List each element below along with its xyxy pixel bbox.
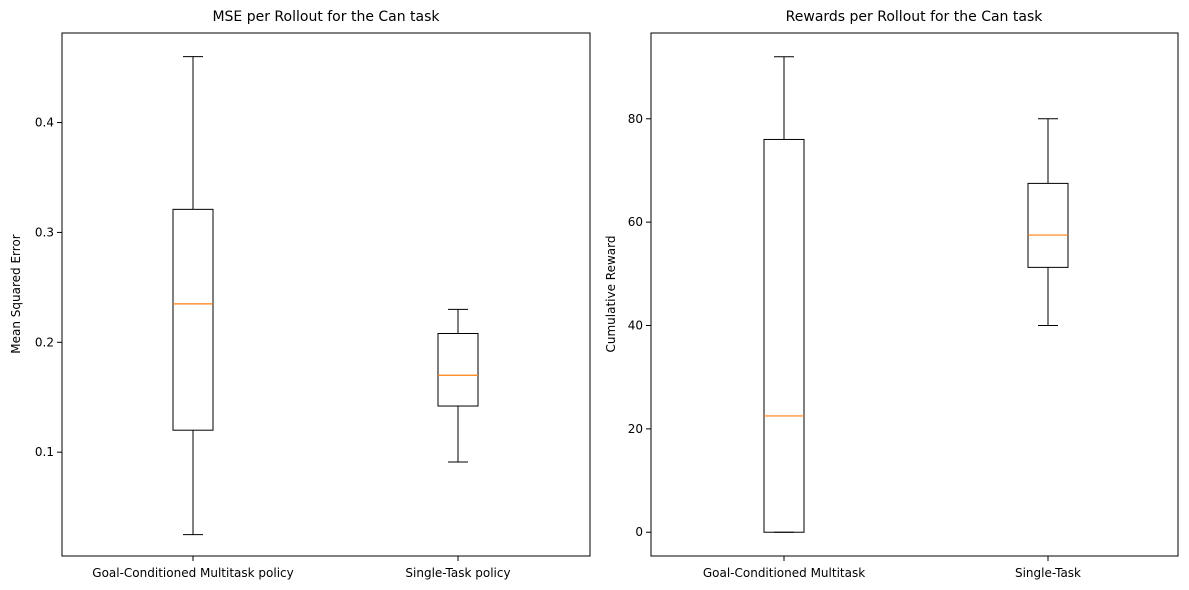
mse-chart-title: MSE per Rollout for the Can task (212, 9, 440, 25)
reward-y-tick-label: 20 (628, 422, 643, 436)
reward-boxes (763, 56, 1069, 533)
reward-y-tick-label: 40 (628, 319, 643, 333)
mse-y-tick-label: 0.4 (35, 116, 54, 130)
mse-chart: MSE per Rollout for the Can task Mean Sq… (9, 9, 591, 580)
mse-x-ticks: Goal-Conditioned Multitask policy Single-… (92, 556, 511, 580)
reward-y-tick-label: 0 (635, 525, 643, 539)
iqr-box (763, 138, 805, 533)
reward-y-ticks: 0 20 40 60 80 (628, 112, 651, 539)
iqr-box (437, 333, 479, 407)
iqr-box (1027, 182, 1069, 268)
mse-box-1 (172, 56, 214, 536)
reward-plot-frame (650, 32, 1179, 557)
reward-box-2 (1027, 118, 1069, 327)
reward-x-tick-label: Single-Task (1015, 566, 1081, 580)
iqr-box (172, 208, 214, 431)
reward-y-axis-label: Cumulative Reward (604, 236, 618, 353)
reward-x-ticks: Goal-Conditioned Multitask Single-Task (703, 556, 1081, 580)
mse-y-tick-label: 0.1 (35, 445, 54, 459)
mse-y-tick-label: 0.3 (35, 225, 54, 239)
reward-x-tick-label: Goal-Conditioned Multitask (703, 566, 865, 580)
reward-y-tick-label: 80 (628, 112, 643, 126)
mse-box-2 (437, 308, 479, 463)
mse-y-tick-label: 0.2 (35, 335, 54, 349)
mse-x-tick-label: Goal-Conditioned Multitask policy (92, 566, 293, 580)
reward-box-1 (763, 56, 805, 533)
mse-y-axis-label: Mean Squared Error (9, 234, 23, 354)
reward-chart-title: Rewards per Rollout for the Can task (786, 9, 1044, 25)
mse-plot-frame (61, 32, 591, 557)
reward-chart: Rewards per Rollout for the Can task Cum… (604, 9, 1179, 580)
mse-x-tick-label: Single-Task policy (405, 566, 510, 580)
mse-y-ticks: 0.1 0.2 0.3 0.4 (35, 116, 62, 459)
mse-boxes (172, 56, 479, 536)
reward-y-tick-label: 60 (628, 215, 643, 229)
